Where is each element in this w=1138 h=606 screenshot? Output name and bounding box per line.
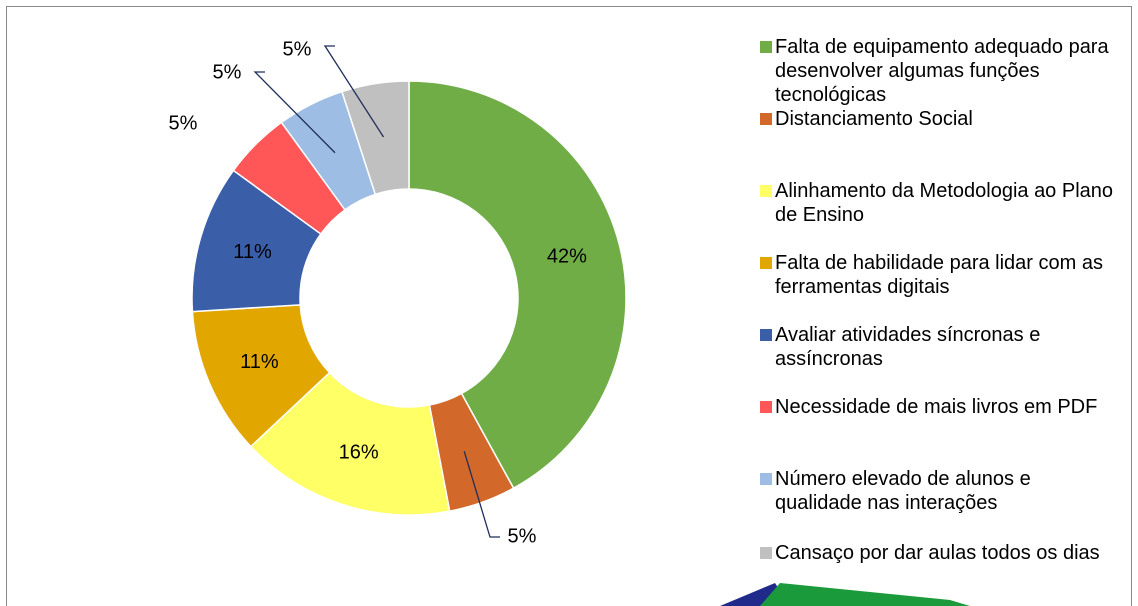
legend-label: Número elevado de alunos e qualidade nas… <box>775 468 1031 514</box>
data-label: 5% <box>508 525 537 547</box>
data-label: 5% <box>213 61 242 83</box>
leader-line <box>463 451 500 538</box>
legend-swatch <box>760 401 772 413</box>
legend-label: Alinhamento da Metodologia ao Plano de E… <box>775 180 1114 226</box>
data-label: 5% <box>169 112 198 134</box>
legend-label: Falta de equipamento adequado para desen… <box>775 36 1109 106</box>
legend-label: Distanciamento Social <box>775 108 973 130</box>
legend-label: Avaliar atividades síncronas e assíncron… <box>775 324 1041 370</box>
donut-slice <box>408 80 627 490</box>
donut-slice <box>340 80 410 196</box>
legend-swatch <box>760 329 772 341</box>
legend-swatch <box>760 41 772 53</box>
data-label: 16% <box>339 441 379 463</box>
legend-swatch <box>760 257 772 269</box>
legend-swatch <box>760 185 772 197</box>
data-label: 11% <box>233 241 272 263</box>
legend-label: Cansaço por dar aulas todos os dias <box>775 542 1100 564</box>
leader-line <box>253 71 336 154</box>
chart-frame <box>6 6 1132 606</box>
data-label: 42% <box>547 246 587 268</box>
legend-swatch <box>760 113 772 125</box>
data-label: 11% <box>240 351 279 373</box>
legend-swatch <box>760 473 772 485</box>
legend-swatch <box>760 547 772 559</box>
leader-line <box>323 45 385 138</box>
data-label: 5% <box>283 38 312 60</box>
donut-slice <box>249 371 451 516</box>
legend-label: Necessidade de mais livros em PDF <box>775 396 1098 418</box>
legend-label: Falta de habilidade para lidar com as fe… <box>775 252 1103 298</box>
decoration <box>760 583 970 606</box>
